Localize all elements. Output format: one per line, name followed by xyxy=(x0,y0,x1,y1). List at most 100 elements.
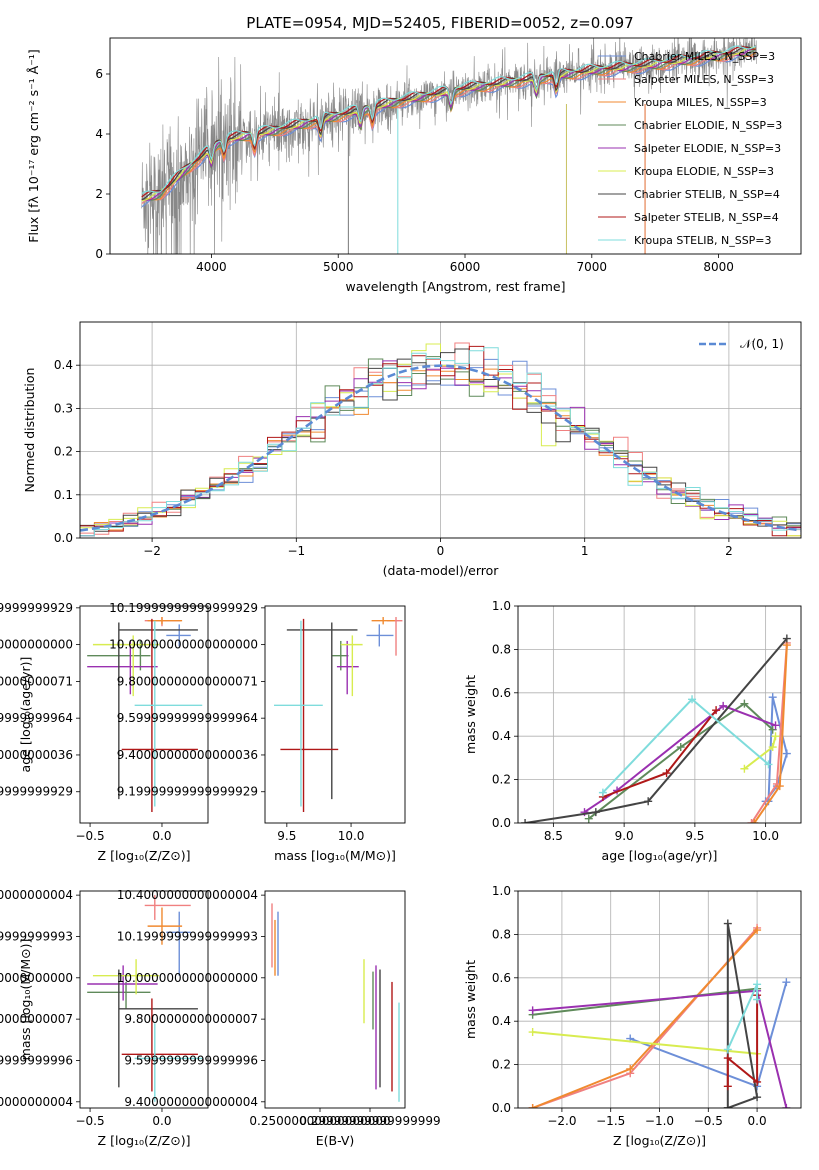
weight-marker xyxy=(723,919,732,928)
hist-series-8 xyxy=(80,347,801,537)
x-tick-label: 0.25000000000000000 xyxy=(249,1114,390,1128)
y-tick-label: 6 xyxy=(95,67,103,81)
y-tick-label: 0.4 xyxy=(492,1014,511,1028)
y-tick-label: 0 xyxy=(95,247,103,261)
y-tick-label: 9.59999999999999964 xyxy=(117,711,258,725)
point-massage-3 xyxy=(331,640,349,671)
x-tick-label: −1 xyxy=(287,544,305,558)
x-tick-label: 7000 xyxy=(577,260,608,274)
x-axis-label: age [log₁₀(age/yr)] xyxy=(602,848,718,863)
axes-frame xyxy=(517,605,802,824)
weight-marker xyxy=(753,1077,762,1086)
point-zmass-6 xyxy=(118,969,198,1088)
point-zage-4 xyxy=(87,640,158,695)
axes-frame xyxy=(79,321,802,539)
y-tick-label: 10.00000000000000000 xyxy=(109,638,258,652)
x-tick-label: −1.0 xyxy=(645,1114,674,1128)
y-tick-label: 0.4 xyxy=(492,729,511,743)
point-zage-7 xyxy=(121,618,198,812)
axes-frame xyxy=(79,890,209,1109)
point-massage-5 xyxy=(340,635,363,697)
x-tick-label: −2 xyxy=(143,544,161,558)
legend-entry: Kroupa STELIB, N_SSP=3 xyxy=(634,234,772,247)
weight-marker xyxy=(782,749,791,758)
plot-area-zage xyxy=(87,617,203,812)
y-tick-label: 0.2 xyxy=(492,773,511,787)
point-zmass-1 xyxy=(144,895,191,920)
weight-marker xyxy=(584,814,593,823)
x-axis-label: Z [log₁₀(Z/Z⊙)] xyxy=(98,1133,191,1148)
weight-marker xyxy=(723,1082,732,1091)
legend: Chabrier MILES, N_SSP=3 Salpeter MILES, N… xyxy=(598,50,782,247)
weight-marker xyxy=(775,782,784,791)
y-tick-label: 0.3 xyxy=(54,401,73,415)
panel-agew: 8.5 9.0 9.5 10.0 0.0 0.2 0.4 0.6 0.8 1.0 age [log₁… xyxy=(463,599,802,863)
plot-area-zmass xyxy=(87,895,203,1102)
weight-marker xyxy=(771,732,780,741)
y-tick-label: 9.5999999999999996 xyxy=(0,1053,73,1067)
y-axis-label: Normed distribution xyxy=(22,368,37,493)
panel-spec: 4000 5000 6000 7000 8000 0 2 4 6 wavelength [Angs… xyxy=(26,37,802,294)
y-tick-label: 9.5999999999999996 xyxy=(124,1053,258,1067)
point-zage-5 xyxy=(92,635,160,697)
plot-area-zw xyxy=(518,891,801,1108)
y-tick-label: 9.40000000000000036 xyxy=(0,748,73,762)
y-tick-label: 0.2 xyxy=(492,1058,511,1072)
point-zmass-8 xyxy=(134,1023,203,1102)
y-tick-label: 9.59999999999999964 xyxy=(0,711,73,725)
y-tick-label: 0.0 xyxy=(492,816,511,830)
x-tick-label: 9.5 xyxy=(685,829,704,843)
legend-entry: Salpeter ELODIE, N_SSP=3 xyxy=(634,142,781,155)
y-tick-label: 9.80000000000000071 xyxy=(117,674,258,688)
y-tick-label: 1.0 xyxy=(492,599,511,613)
weight-marker xyxy=(768,693,777,702)
weight-series-zw-2 xyxy=(528,926,762,1108)
y-tick-label: 0.8 xyxy=(492,927,511,941)
point-zmass-4 xyxy=(87,965,158,1001)
weight-series-agew-5 xyxy=(740,732,780,773)
y-axis-label: age [log₁₀(age/yr)] xyxy=(18,657,33,773)
x-tick-label: 8000 xyxy=(703,260,734,274)
point-zmass-5 xyxy=(92,959,160,995)
weight-marker xyxy=(598,788,607,797)
weight-marker xyxy=(747,819,756,823)
y-axis-label: mass weight xyxy=(463,675,478,754)
point-zmass-0 xyxy=(166,911,191,976)
x-axis-label: (data-model)/error xyxy=(383,563,500,578)
axes-frame xyxy=(264,605,406,824)
point-massage-8 xyxy=(273,620,323,807)
x-axis-label: Z [log₁₀(Z/Z⊙)] xyxy=(613,1133,706,1148)
y-tick-label: 0.0 xyxy=(54,531,73,545)
point-zage-2 xyxy=(147,617,183,625)
y-tick-label: 0.2 xyxy=(54,445,73,459)
y-tick-label: 9.4000000000000004 xyxy=(0,1095,73,1109)
axes-frame xyxy=(517,890,802,1109)
x-tick-label: 9.0 xyxy=(615,829,634,843)
legend-entry: Salpeter STELIB, N_SSP=4 xyxy=(634,211,779,224)
x-tick-label: 1 xyxy=(581,544,589,558)
x-tick-label: −0.5 xyxy=(694,1114,723,1128)
weight-marker xyxy=(723,1054,732,1063)
y-tick-label: 10.19999999999999929 xyxy=(0,601,73,615)
x-tick-label: −1.5 xyxy=(596,1114,625,1128)
x-tick-label: −0.5 xyxy=(75,829,104,843)
y-tick-label: 10.1999999999999993 xyxy=(0,929,73,943)
y-axis-label: mass weight xyxy=(463,960,478,1039)
plot-area-hist xyxy=(80,322,801,538)
normal-reference-curve xyxy=(80,364,801,532)
y-tick-label: 0.4 xyxy=(54,358,73,372)
weight-marker xyxy=(768,725,777,734)
weight-marker xyxy=(782,978,791,987)
plot-area-ebv xyxy=(271,903,400,1102)
panel-massage: 9.5 10.0 9.19999999999999929 9.400000000000… xyxy=(109,601,406,863)
figure-title: PLATE=0954, MJD=52405, FIBERID=0052, z=0… xyxy=(246,14,633,32)
point-zmass-7 xyxy=(121,998,198,1092)
weight-marker xyxy=(688,695,697,704)
weight-marker xyxy=(753,926,762,935)
y-tick-label: 2 xyxy=(95,187,103,201)
legend-entry: Chabrier ELODIE, N_SSP=3 xyxy=(634,119,782,132)
y-tick-label: 9.40000000000000036 xyxy=(117,748,258,762)
weight-marker xyxy=(782,1104,791,1108)
y-tick-label: 10.4000000000000004 xyxy=(0,888,73,902)
weight-series-zw-0 xyxy=(626,978,791,1091)
